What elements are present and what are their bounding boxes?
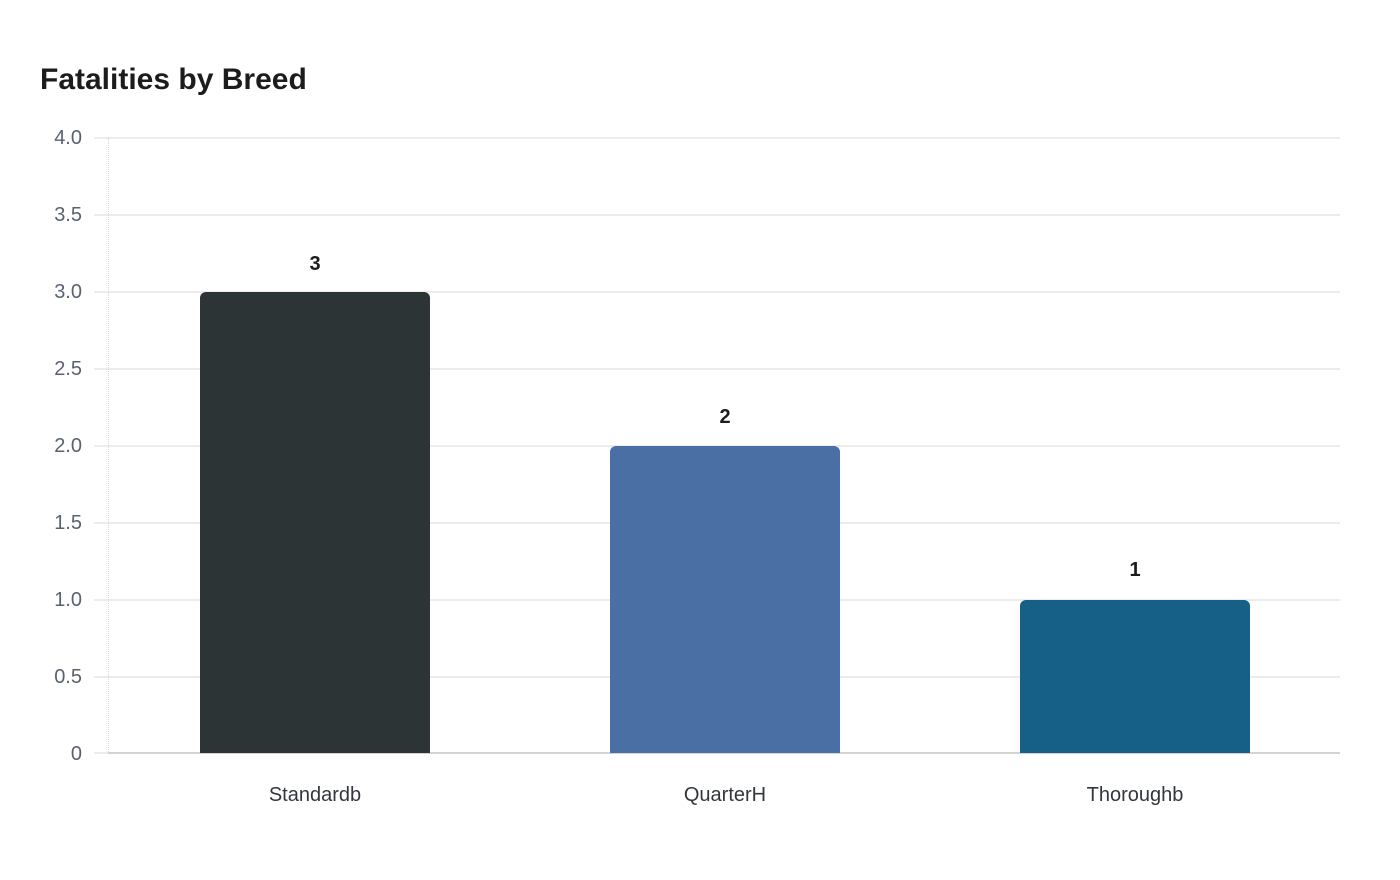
x-tick-label: Standardb — [268, 784, 362, 806]
x-tick-label: Thoroughb — [1086, 784, 1184, 806]
y-tick-label: 3.5 — [54, 204, 82, 226]
y-tick-label: 0 — [70, 743, 82, 765]
bar-value-label: 2 — [719, 406, 731, 428]
gridline-2-5 — [94, 368, 1340, 370]
bar-value-label: 1 — [1129, 559, 1141, 581]
x-tick-label: QuarterH — [683, 784, 767, 806]
gridline-4-0 — [94, 137, 1340, 139]
y-tick-label: 1.5 — [54, 512, 82, 534]
chart-title: Fatalities by Breed — [40, 63, 307, 96]
y-tick-label: 2.0 — [54, 435, 82, 457]
y-tick-label: 0.5 — [54, 666, 82, 688]
gridline-3-0 — [94, 291, 1340, 293]
bar-thoroughb[interactable] — [1020, 600, 1250, 753]
y-tick-label: 4.0 — [54, 127, 82, 149]
y-tick-label: 1.0 — [54, 589, 82, 611]
bar-standardb[interactable] — [200, 292, 430, 753]
y-tick-label: 3.0 — [54, 281, 82, 303]
x-axis-line — [108, 752, 1340, 754]
gridline-3-5 — [94, 214, 1340, 216]
y-axis-line — [108, 138, 110, 754]
y-tick-label: 2.5 — [54, 358, 82, 380]
bar-quarterh[interactable] — [610, 446, 840, 753]
bar-value-label: 3 — [309, 253, 321, 275]
